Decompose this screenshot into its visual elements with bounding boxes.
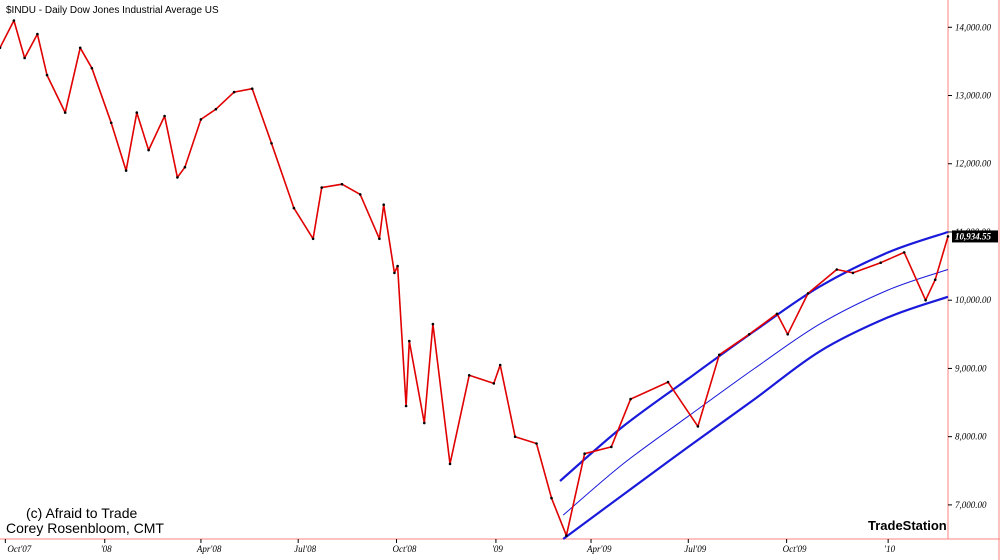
price-point-31 (423, 421, 426, 425)
x-tick-label-8: Oct'09 (783, 544, 807, 554)
price-point-48 (775, 312, 779, 316)
price-point-0 (0, 46, 2, 50)
price-point-56 (933, 278, 937, 282)
lower-arc-line (562, 295, 949, 540)
price-point-2 (23, 56, 26, 60)
price-point-19 (270, 142, 273, 145)
price-point-10 (135, 111, 139, 114)
price-point-21 (311, 237, 315, 241)
x-tick-label-7: Jul'09 (684, 544, 706, 554)
price-point-17 (232, 90, 236, 94)
price-point-9 (124, 169, 128, 172)
y-tick-label-7: 7,000.00 (955, 500, 987, 510)
price-point-11 (147, 148, 150, 152)
price-point-43 (629, 397, 632, 401)
credit-line-2: Corey Rosenbloom, CMT (6, 520, 164, 536)
price-point-12 (163, 114, 166, 118)
price-point-13 (176, 176, 179, 179)
price-point-57 (946, 235, 950, 238)
price-point-44 (666, 380, 670, 384)
price-point-50 (806, 292, 810, 295)
x-tick-label-3: Jul'08 (294, 544, 316, 554)
price-point-7 (90, 66, 94, 70)
x-tick-label-4: Oct'08 (393, 544, 417, 554)
price-point-53 (879, 261, 882, 265)
x-tick-label-1: '08 (101, 544, 112, 554)
price-point-30 (408, 339, 411, 343)
price-point-39 (550, 496, 553, 500)
price-point-32 (431, 322, 435, 326)
price-point-46 (718, 353, 721, 357)
price-point-26 (382, 203, 386, 206)
y-tick-label-4: 10,000.00 (955, 295, 992, 305)
brand-label: TradeStation (868, 518, 947, 533)
y-tick-label-6: 8,000.00 (955, 432, 987, 442)
chart-title: $INDU - Daily Dow Jones Industrial Avera… (6, 5, 219, 16)
price-point-55 (924, 298, 927, 302)
price-point-20 (292, 206, 296, 210)
price-point-4 (45, 73, 49, 77)
price-point-18 (250, 87, 254, 90)
x-tick-label-6: Apr'09 (586, 544, 612, 554)
credit-line-1: (c) Afraid to Trade (26, 505, 137, 521)
price-point-8 (109, 121, 113, 125)
last-price-label: 10,934.55 (955, 231, 992, 241)
price-point-1 (12, 19, 16, 22)
y-tick-label-5: 9,000.00 (955, 363, 987, 373)
price-point-25 (378, 237, 381, 241)
price-point-15 (199, 118, 203, 121)
y-tick-label-2: 12,000.00 (955, 159, 992, 169)
price-point-36 (498, 363, 502, 367)
x-tick-label-9: '10 (884, 544, 895, 554)
price-point-45 (696, 425, 700, 428)
last-price-badge (952, 230, 998, 243)
price-point-22 (320, 186, 324, 189)
price-point-29 (404, 404, 408, 408)
price-point-54 (902, 251, 906, 254)
price-series-line (0, 19, 949, 537)
price-point-28 (396, 264, 399, 268)
price-point-47 (747, 333, 751, 336)
price-point-5 (63, 111, 67, 114)
price-point-6 (78, 46, 82, 50)
price-point-52 (851, 271, 855, 275)
price-point-33 (448, 462, 452, 466)
price-point-40 (565, 534, 568, 537)
price-point-38 (535, 442, 538, 445)
y-tick-label-0: 14,000.00 (955, 22, 992, 32)
price-point-23 (340, 182, 344, 186)
price-point-24 (358, 193, 362, 196)
price-point-42 (610, 445, 613, 449)
price-point-49 (786, 333, 789, 336)
price-point-51 (835, 268, 839, 271)
x-tick-label-5: '09 (492, 544, 503, 554)
x-tick-label-2: Apr'08 (196, 544, 222, 554)
price-point-27 (393, 271, 396, 275)
middle-arc-line (562, 269, 949, 516)
price-point-3 (36, 32, 39, 36)
price-point-35 (492, 382, 496, 385)
price-point-34 (467, 374, 471, 377)
price-point-16 (214, 107, 218, 111)
price-point-41 (583, 452, 586, 456)
price-point-37 (513, 435, 517, 439)
y-tick-label-1: 13,000.00 (955, 91, 992, 101)
x-tick-label-0: Oct'07 (7, 544, 31, 554)
price-point-14 (183, 165, 187, 169)
